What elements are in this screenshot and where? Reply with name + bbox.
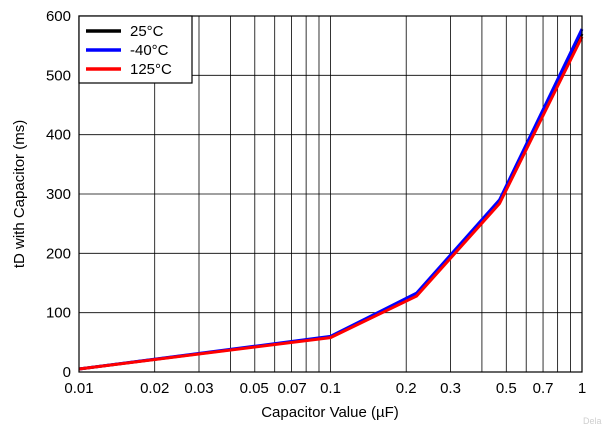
x-axis-ticks: 0.01 0.02 0.03 0.05 0.07 0.1 0.2 0.3 0.5 0.7 1 xyxy=(64,380,586,397)
y-tick-label: 200 xyxy=(46,245,71,262)
legend-label: -40°C xyxy=(130,42,169,59)
series-lines xyxy=(78,28,584,371)
x-tick-label: 0.7 xyxy=(533,380,554,397)
x-tick-label: 0.05 xyxy=(240,380,269,397)
x-axis-title: Capacitor Value (µF) xyxy=(261,404,399,421)
x-tick-label: 0.3 xyxy=(440,380,461,397)
y-axis-title: tD with Capacitor (ms) xyxy=(11,120,28,268)
y-tick-label: 300 xyxy=(46,186,71,203)
legend-label: 125°C xyxy=(130,61,172,78)
x-tick-label: 0.5 xyxy=(496,380,517,397)
x-tick-label: 0.1 xyxy=(320,380,341,397)
y-tick-label: 600 xyxy=(46,8,71,25)
x-tick-label: 0.2 xyxy=(396,380,417,397)
series-line-3 xyxy=(78,36,584,371)
plot-frame xyxy=(78,15,583,373)
legend-label: 25°C xyxy=(130,23,164,40)
watermark: Dela xyxy=(583,416,602,425)
y-tick-label: 400 xyxy=(46,127,71,144)
x-tick-label: 1 xyxy=(578,380,586,397)
x-tick-label: 0.01 xyxy=(64,380,93,397)
x-tick-label: 0.07 xyxy=(278,380,307,397)
y-tick-label: 500 xyxy=(46,67,71,84)
legend: 25°C -40°C 125°C xyxy=(78,15,193,84)
y-axis-ticks: 0 100 200 300 400 500 600 xyxy=(46,8,71,381)
x-tick-label: 0.02 xyxy=(140,380,169,397)
grid-lines xyxy=(79,16,582,372)
y-tick-label: 0 xyxy=(63,364,71,381)
x-tick-label: 0.03 xyxy=(184,380,213,397)
y-tick-label: 100 xyxy=(46,305,71,322)
